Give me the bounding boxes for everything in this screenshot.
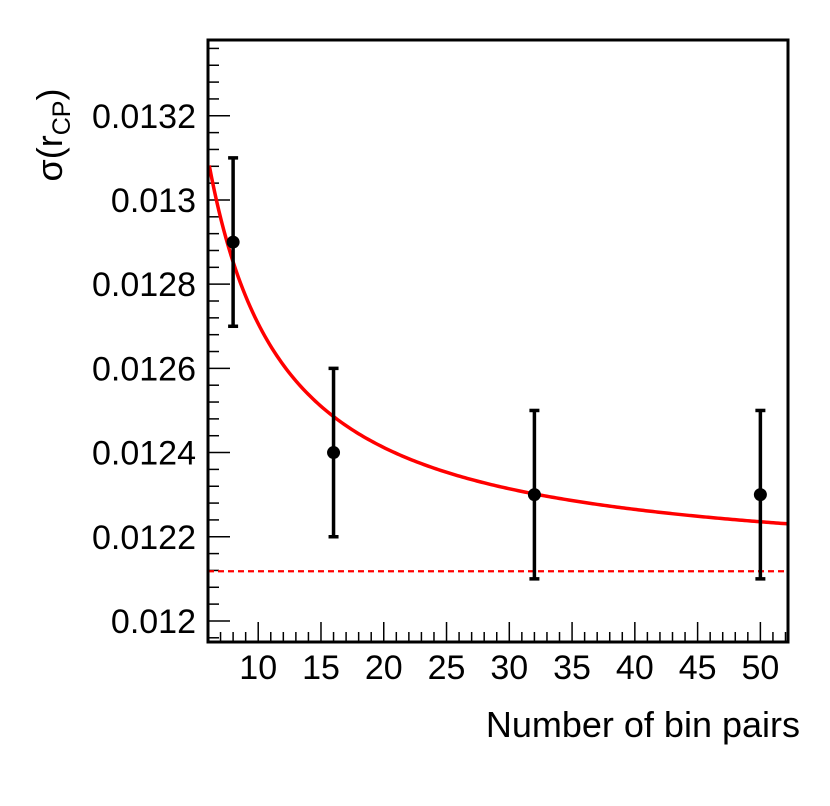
x-tick-label: 40 bbox=[616, 649, 654, 687]
x-tick-label: 10 bbox=[239, 649, 277, 687]
y-tick-label: 0.0124 bbox=[92, 435, 196, 473]
y-axis-title-close: ) bbox=[29, 89, 70, 101]
tick-labels: 10 15 20 25 30 35 40 45 50 0.012 0.0122 0.0124 0.012… bbox=[92, 98, 779, 687]
plot-frame bbox=[206, 38, 790, 644]
data-point bbox=[226, 235, 240, 249]
x-tick-label: 45 bbox=[679, 649, 717, 687]
x-tick-label: 35 bbox=[553, 649, 591, 687]
y-tick-label: 0.0122 bbox=[92, 519, 196, 557]
data-point bbox=[753, 488, 767, 502]
y-axis-title-main: σ(r bbox=[29, 135, 70, 181]
data-point bbox=[527, 488, 541, 502]
plot-content bbox=[207, 156, 789, 581]
fit-curve bbox=[207, 165, 789, 526]
x-tick-label: 30 bbox=[490, 649, 528, 687]
y-tick-label: 0.0126 bbox=[92, 350, 196, 388]
y-tick-label: 0.0128 bbox=[92, 266, 196, 304]
x-axis-title: Number of bin pairs bbox=[486, 704, 800, 745]
x-tick-label: 15 bbox=[302, 649, 340, 687]
y-axis-title-subscript: CP bbox=[48, 101, 76, 136]
y-tick-label: 0.0132 bbox=[92, 98, 196, 136]
axis-ticks bbox=[207, 47, 787, 642]
y-tick-label: 0.013 bbox=[111, 182, 196, 220]
x-tick-label: 25 bbox=[428, 649, 466, 687]
y-axis-title: σ(rCP) bbox=[29, 89, 76, 182]
data-point bbox=[327, 446, 341, 460]
x-tick-label: 20 bbox=[365, 649, 403, 687]
y-tick-label: 0.012 bbox=[111, 603, 196, 641]
x-tick-label: 50 bbox=[741, 649, 779, 687]
